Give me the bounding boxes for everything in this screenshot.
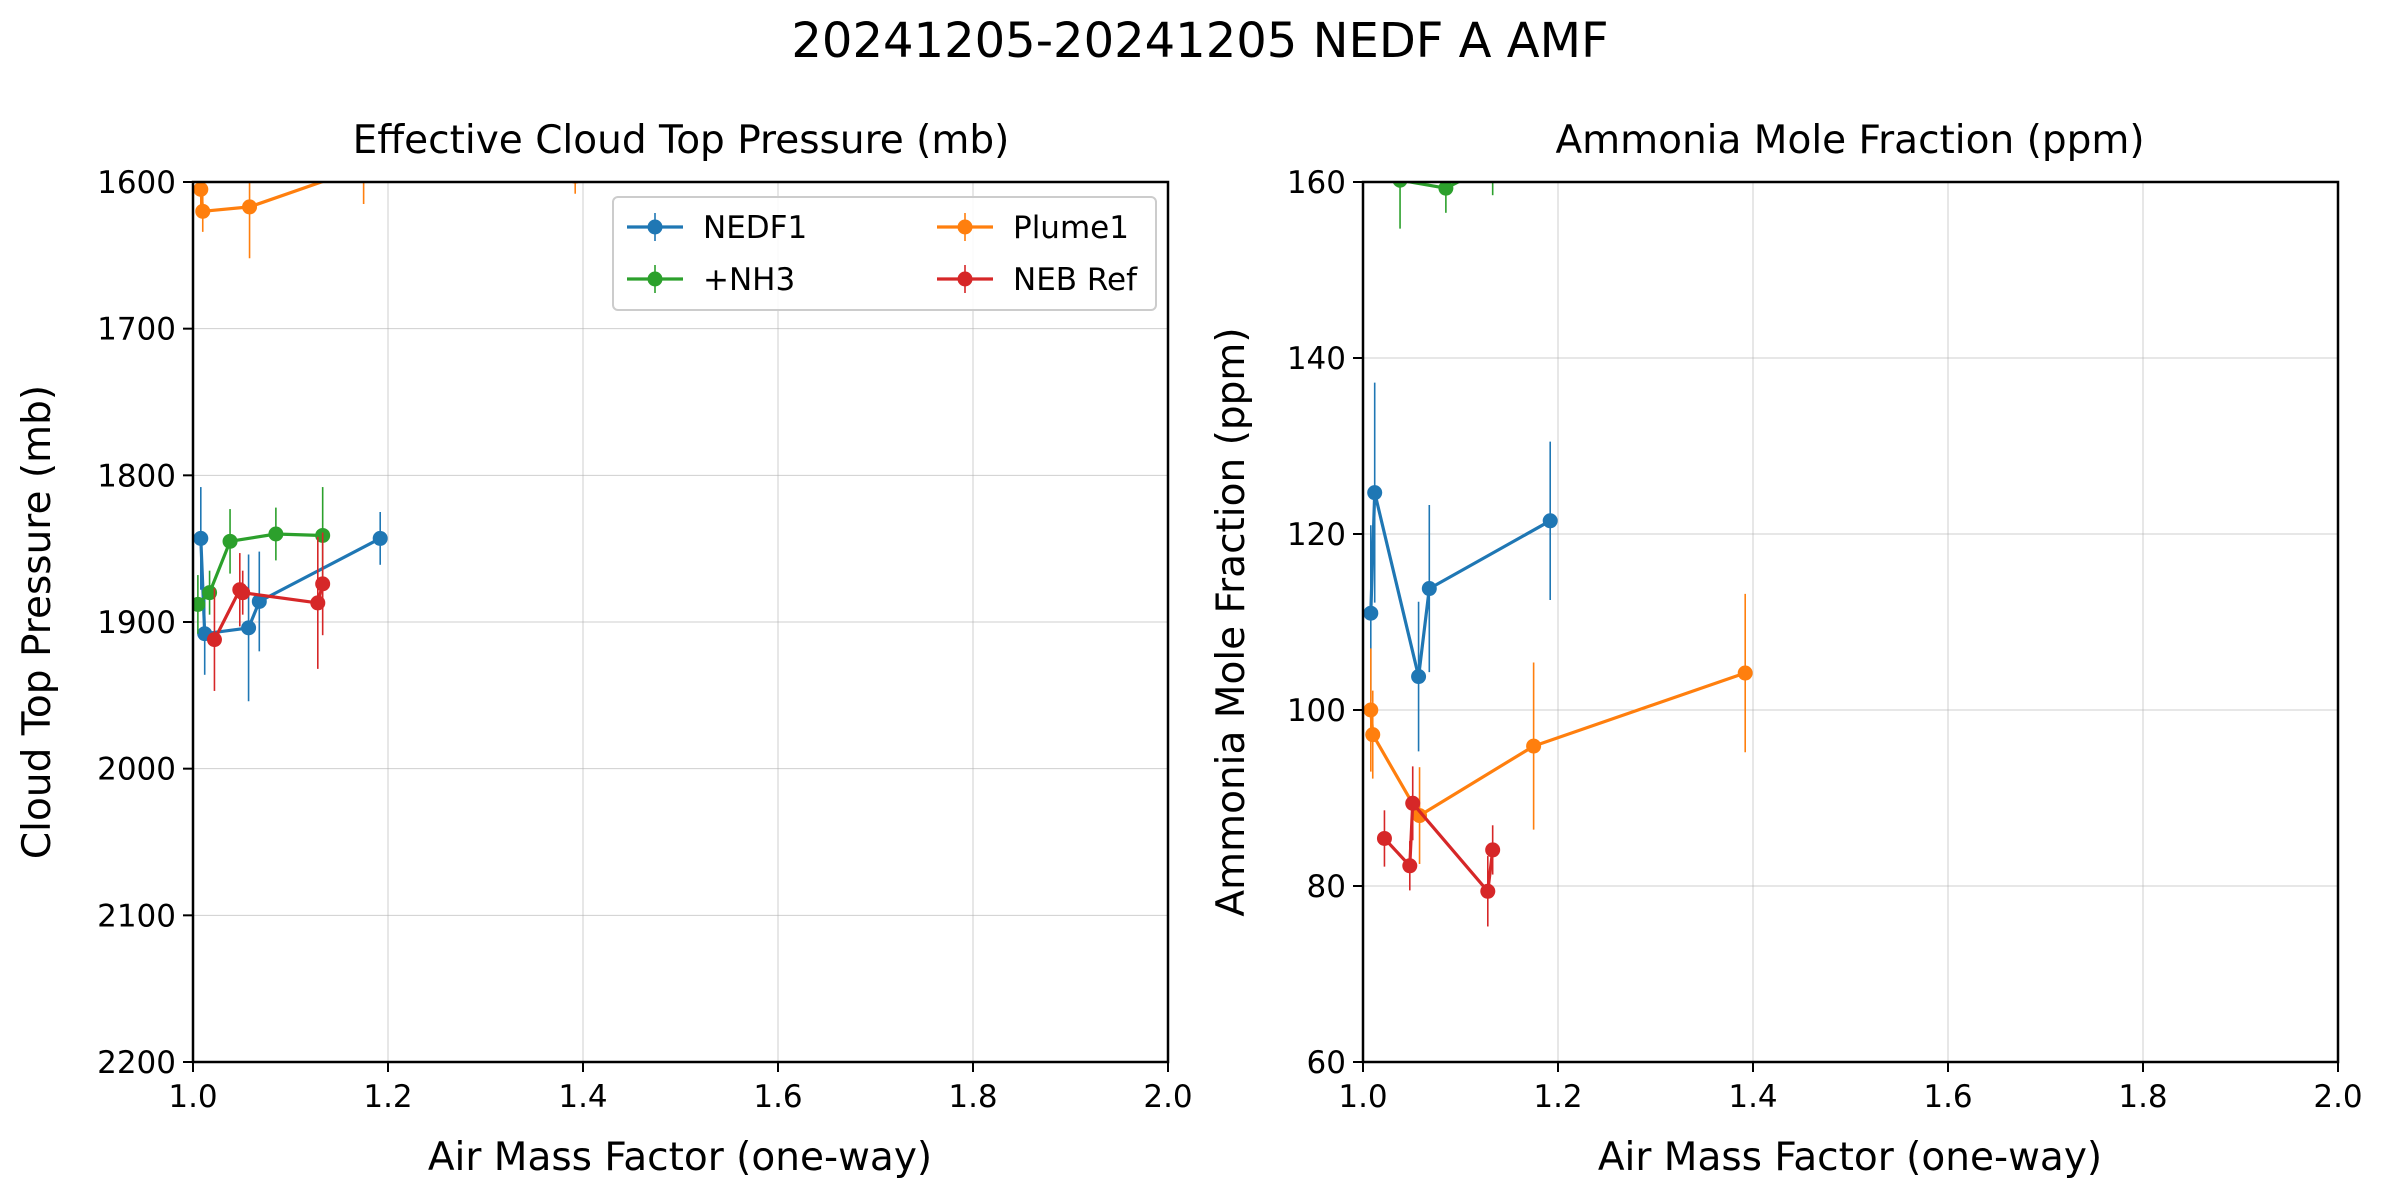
ctp-xtick-label: 1.8: [948, 1079, 997, 1115]
ctp-point-plume1: [195, 203, 211, 219]
nh3-point-plume1: [1363, 702, 1379, 718]
nh3-point-plume1: [1412, 808, 1428, 824]
cloud-top-pressure-xlabel: Air Mass Factor (one-way): [428, 1135, 932, 1180]
nh3-point-plume1: [1526, 738, 1542, 754]
legend-label: +NH3: [703, 262, 795, 298]
legend-label: Plume1: [1013, 210, 1129, 246]
nh3-series-neb-ref: [1376, 766, 1501, 927]
ammonia-axes-frame: [1361, 180, 2340, 1064]
legend-entry-plume1: Plume1: [937, 210, 1129, 246]
nh3-point-plus-nh3: [1438, 182, 1454, 196]
ctp-xtick-label: 2.0: [1143, 1079, 1192, 1115]
ctp-series-neb-ref: [206, 532, 331, 691]
nh3-series-nedf1: [1363, 382, 1558, 752]
ctp-ytick-label: 2200: [97, 1045, 176, 1081]
nh3-ytick-label: 100: [1287, 693, 1346, 729]
nh3-series-plume1: [1363, 593, 1753, 864]
ctp-point-plus-nh3: [202, 585, 218, 601]
ctp-point-nedf1: [193, 530, 209, 546]
ammonia-ylabel: Ammonia Mole Fraction (ppm): [1209, 327, 1254, 916]
legend-marker: [647, 219, 663, 235]
legend: NEDF1 Plume1 +NH3 NEB Ref: [612, 196, 1157, 311]
nh3-point-neb-ref: [1402, 858, 1418, 874]
ammonia-ticks: 1.0 1.2 1.4 1.6 1.8 2.0 60 80 100 120 140 160: [1287, 165, 2363, 1115]
nh3-series-plus-nh3: [1392, 157, 1500, 229]
ammonia-grid: [1362, 181, 2339, 1063]
nh3-xtick-label: 1.8: [2118, 1079, 2167, 1115]
cloud-top-pressure-ylabel: Cloud Top Pressure (mb): [15, 385, 60, 859]
ctp-point-plume1: [242, 199, 258, 215]
cloud-top-pressure-grid: [192, 181, 1169, 1063]
nh3-point-nedf1: [1411, 669, 1427, 685]
nh3-point-plume1: [1737, 665, 1753, 681]
nh3-ytick-label: 60: [1307, 1045, 1346, 1081]
ctp-point-plume1: [193, 182, 209, 197]
ctp-point-plus-nh3: [222, 533, 238, 549]
legend-entry-nedf1: NEDF1: [627, 210, 807, 246]
ctp-xtick-label: 1.0: [168, 1079, 217, 1115]
cloud-top-pressure-ticks: 1.0 1.2 1.4 1.6 1.8 2.0 1600 1700 1800 1900 2000 21…: [97, 165, 1193, 1115]
nh3-point-neb-ref: [1376, 830, 1392, 846]
ctp-point-plus-nh3: [193, 596, 206, 612]
nh3-xtick-label: 1.6: [1923, 1079, 1972, 1115]
nh3-ytick-label: 140: [1287, 341, 1346, 377]
ctp-point-neb-ref: [310, 595, 326, 611]
ctp-ytick-label: 2100: [97, 898, 176, 934]
nh3-point-plus-nh3: [1485, 157, 1500, 172]
nh3-point-nedf1: [1421, 581, 1437, 597]
nh3-point-plume1: [1365, 727, 1381, 743]
ctp-point-nedf1: [372, 530, 388, 546]
nh3-xtick-label: 1.2: [1533, 1079, 1582, 1115]
legend-entry-plus-nh3: +NH3: [627, 262, 795, 298]
ctp-point-neb-ref: [206, 632, 222, 648]
nh3-ytick-label: 120: [1287, 517, 1346, 553]
cloud-top-pressure-title: Effective Cloud Top Pressure (mb): [353, 118, 1010, 163]
ctp-point-neb-ref: [235, 585, 251, 601]
nh3-line-neb-ref: [1383, 801, 1495, 893]
legend-label: NEDF1: [703, 210, 807, 246]
ctp-line-nedf1: [199, 536, 381, 636]
nh3-ytick-label: 160: [1287, 165, 1346, 201]
legend-marker: [647, 271, 663, 287]
nh3-xtick-label: 1.4: [1728, 1079, 1777, 1115]
nh3-xtick-label: 1.0: [1338, 1079, 1387, 1115]
nh3-point-neb-ref: [1405, 795, 1421, 811]
nh3-point-nedf1: [1363, 605, 1379, 621]
ammonia-title: Ammonia Mole Fraction (ppm): [1555, 118, 2144, 163]
ctp-ytick-label: 1600: [97, 165, 176, 201]
nh3-ytick-label: 80: [1307, 869, 1346, 905]
nh3-point-nedf1: [1542, 513, 1558, 529]
nh3-point-neb-ref: [1485, 842, 1501, 858]
legend-frame: [612, 196, 1157, 311]
legend-marker: [957, 271, 973, 287]
nh3-xtick-label: 2.0: [2313, 1079, 2362, 1115]
ctp-point-neb-ref: [315, 576, 331, 592]
ctp-series-nedf1: [193, 487, 388, 702]
ctp-ytick-label: 2000: [97, 752, 176, 788]
ctp-ytick-label: 1700: [97, 312, 176, 348]
nh3-point-plus-nh3: [1392, 182, 1408, 188]
ctp-ytick-label: 1800: [97, 458, 176, 494]
cloud-top-pressure-series: [193, 182, 580, 702]
cloud-top-pressure-panel: Effective Cloud Top Pressure (mb) 1.0 1.2…: [15, 118, 1193, 1180]
ctp-point-nedf1: [251, 593, 267, 609]
legend-marker: [957, 219, 973, 235]
legend-label: NEB Ref: [1013, 262, 1138, 298]
ctp-series-plume1: [193, 182, 580, 259]
ctp-point-plus-nh3: [268, 526, 284, 542]
ammonia-xlabel: Air Mass Factor (one-way): [1598, 1135, 2102, 1180]
ctp-ytick-label: 1900: [97, 605, 176, 641]
legend-entry-neb-ref: NEB Ref: [937, 262, 1138, 298]
nh3-point-neb-ref: [1480, 883, 1496, 899]
ctp-point-nedf1: [241, 620, 257, 636]
ctp-xtick-label: 1.2: [363, 1079, 412, 1115]
figure-title: 20241205-20241205 NEDF A AMF: [791, 13, 1608, 69]
ammonia-panel: Ammonia Mole Fraction (ppm) 1.0 1.2 1.4 1.6…: [1209, 118, 2363, 1180]
nh3-point-nedf1: [1367, 485, 1383, 501]
nh3-line-nedf1: [1369, 491, 1551, 679]
ctp-xtick-label: 1.6: [753, 1079, 802, 1115]
ctp-xtick-label: 1.4: [558, 1079, 607, 1115]
ctp-series-plus-nh3: [193, 487, 331, 634]
